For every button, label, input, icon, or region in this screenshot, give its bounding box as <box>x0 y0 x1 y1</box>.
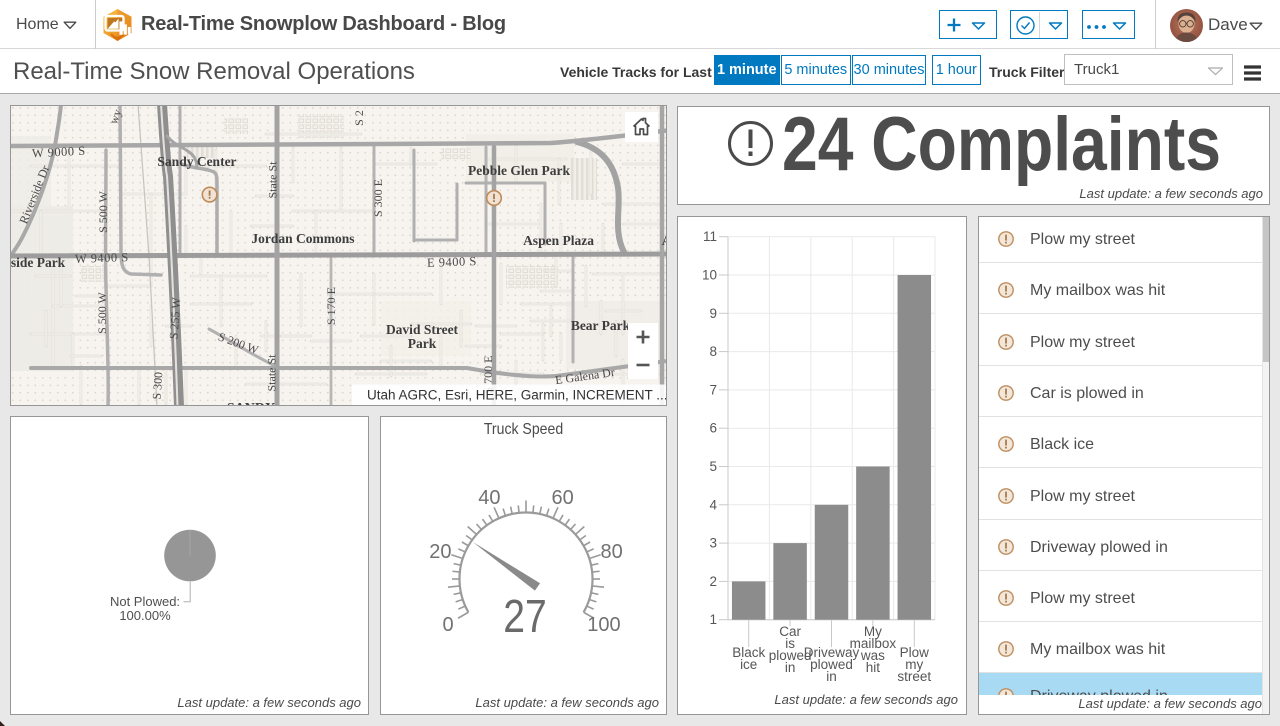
svg-text:was: was <box>860 648 885 663</box>
svg-text:Plow: Plow <box>900 645 930 660</box>
svg-text:W 9000 S: W 9000 S <box>32 144 86 161</box>
svg-text:6: 6 <box>709 421 717 436</box>
svg-text:8: 8 <box>709 344 717 359</box>
svg-text:Utah AGRC, Esri, HERE, Garmin,: Utah AGRC, Esri, HERE, Garmin, INCREMENT… <box>367 388 666 403</box>
svg-text:plowed: plowed <box>769 648 812 663</box>
svg-text:W 9400 S: W 9400 S <box>75 250 129 266</box>
svg-text:side Park: side Park <box>11 255 66 270</box>
svg-text:S 2: S 2 <box>352 110 366 126</box>
svg-text:Black: Black <box>732 645 765 660</box>
svg-text:20: 20 <box>429 541 451 563</box>
svg-text:in: in <box>826 669 837 684</box>
svg-text:Pebble Glen Park: Pebble Glen Park <box>468 163 570 178</box>
svg-text:SANDY: SANDY <box>227 401 275 405</box>
svg-text:my: my <box>905 657 923 672</box>
svg-text:80: 80 <box>600 541 622 563</box>
svg-text:1: 1 <box>709 612 717 627</box>
svg-text:Sandy Center: Sandy Center <box>157 154 236 169</box>
svg-text:hit: hit <box>866 660 881 675</box>
svg-text:S 700 E: S 700 E <box>481 355 495 393</box>
svg-text:is: is <box>785 636 795 651</box>
svg-text:State St: State St <box>266 161 280 199</box>
svg-text:Bear Park: Bear Park <box>571 318 631 333</box>
svg-text:Car: Car <box>779 624 801 639</box>
svg-text:S 170 E: S 170 E <box>324 287 338 325</box>
svg-text:2: 2 <box>709 574 717 589</box>
svg-text:ice: ice <box>740 657 757 672</box>
svg-text:Asp: Asp <box>662 233 666 248</box>
svg-text:My: My <box>864 624 882 639</box>
svg-text:10: 10 <box>702 268 717 283</box>
svg-text:State St: State St <box>265 354 279 392</box>
svg-text:S 500 W: S 500 W <box>95 291 109 333</box>
svg-text:S 300 E: S 300 E <box>371 179 385 217</box>
svg-text:3: 3 <box>709 536 717 551</box>
svg-text:Aspen Plaza: Aspen Plaza <box>523 233 594 248</box>
svg-text:7: 7 <box>709 382 717 397</box>
svg-text:S 300: S 300 <box>150 371 166 400</box>
svg-text:Jordan Commons: Jordan Commons <box>251 231 354 246</box>
svg-text:in: in <box>785 660 796 675</box>
svg-text:4: 4 <box>709 497 717 512</box>
svg-text:wy: wy <box>106 107 124 126</box>
svg-text:40: 40 <box>478 487 500 509</box>
svg-text:street: street <box>897 669 931 684</box>
svg-text:0: 0 <box>442 614 453 636</box>
svg-text:plowed: plowed <box>810 657 853 672</box>
svg-text:E 9400 S: E 9400 S <box>427 254 477 270</box>
svg-text:S 255 W: S 255 W <box>167 296 184 339</box>
svg-text:Driveway: Driveway <box>804 645 860 660</box>
svg-text:5: 5 <box>709 459 717 474</box>
svg-text:mailbox: mailbox <box>850 636 897 651</box>
svg-text:9: 9 <box>709 306 717 321</box>
svg-text:Park: Park <box>408 336 437 351</box>
svg-text:60: 60 <box>551 487 573 509</box>
svg-text:David Street: David Street <box>386 322 459 337</box>
svg-text:100: 100 <box>587 614 620 636</box>
svg-text:11: 11 <box>703 229 717 244</box>
svg-text:S 500 W: S 500 W <box>96 190 110 232</box>
